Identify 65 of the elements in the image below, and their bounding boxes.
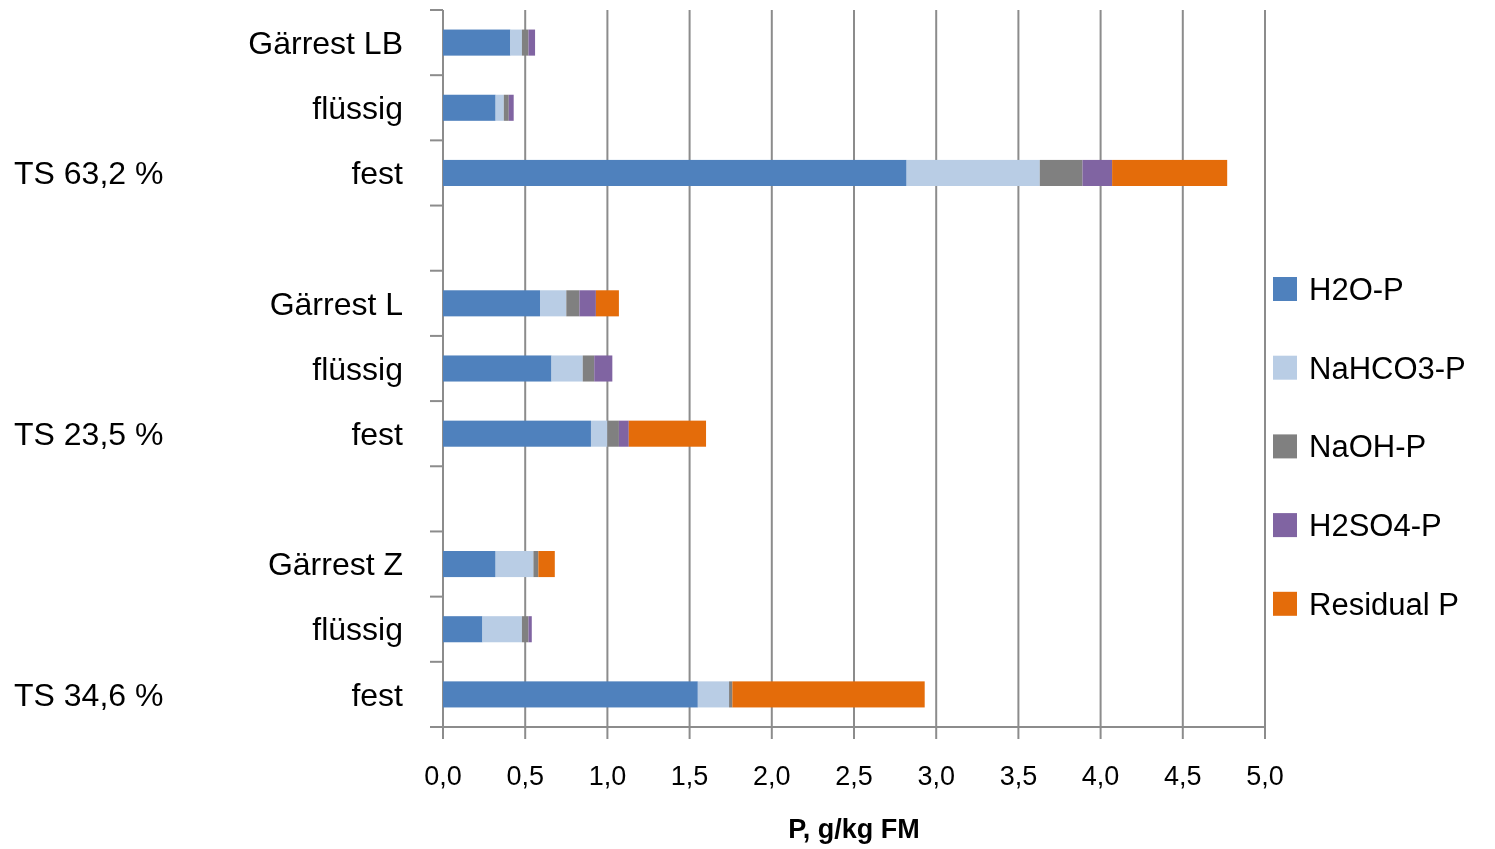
bar	[538, 551, 555, 578]
y-tick-label: flüssig	[312, 350, 403, 387]
x-tick-label: 4,0	[1081, 761, 1120, 791]
x-tick-label: 1,5	[670, 761, 709, 791]
y-tick-label: flüssig	[312, 89, 403, 126]
bar	[443, 355, 552, 382]
bar	[906, 159, 1040, 186]
y-tick-label: fest	[351, 155, 404, 192]
legend-label: H2SO4-P	[1309, 507, 1442, 543]
legend-label: H2O-P	[1309, 271, 1404, 307]
text: TS 34,6 %	[14, 676, 164, 713]
bar	[729, 681, 733, 708]
bar	[443, 29, 511, 56]
bar	[566, 290, 580, 317]
bar	[595, 290, 619, 317]
bar	[1039, 159, 1083, 186]
y-tick-label: Gärrest Z	[267, 546, 403, 583]
bar	[732, 681, 925, 708]
bar	[443, 616, 483, 643]
bar	[551, 355, 583, 382]
bar	[508, 94, 514, 121]
bar	[1112, 159, 1228, 186]
x-tick-label: 2,0	[753, 761, 791, 791]
y-tick-label: flüssig	[312, 611, 403, 648]
bar	[443, 551, 496, 578]
x-tick-label: 0,0	[424, 761, 462, 791]
bar	[510, 29, 522, 56]
y-tick-label: Gärrest L	[269, 285, 403, 322]
x-tick-label: 1,0	[588, 761, 627, 791]
bar	[540, 290, 567, 317]
bar	[443, 94, 496, 121]
x-tick-label: 3,5	[999, 761, 1038, 791]
bar	[582, 355, 595, 382]
x-tick-label: 2,5	[835, 761, 873, 791]
x-axis-title: P, g/kg FM	[788, 814, 920, 844]
x-tick-label: 4,5	[1164, 761, 1202, 791]
bar	[503, 94, 509, 121]
bar	[443, 681, 698, 708]
bar	[618, 420, 629, 447]
bar	[1082, 159, 1113, 186]
bar	[495, 94, 504, 121]
bar	[590, 420, 608, 447]
x-tick-label: 0,5	[506, 761, 544, 791]
y-tick-label: fest	[351, 676, 404, 713]
x-tick-label: 3,0	[917, 761, 955, 791]
x-tick-label: 5,0	[1246, 761, 1284, 791]
bar	[528, 616, 532, 643]
bar	[594, 355, 613, 382]
legend-label: Residual P	[1309, 586, 1459, 622]
bar	[443, 420, 591, 447]
text: TS 63,2 %	[14, 155, 164, 192]
y-tick-label: Gärrest LB	[248, 24, 403, 61]
bar	[533, 551, 539, 578]
legend-label: NaOH-P	[1309, 429, 1427, 465]
bar	[443, 290, 540, 317]
text: TS 23,5 %	[14, 415, 164, 452]
bar	[528, 29, 536, 56]
legend-label: NaHCO3-P	[1309, 350, 1466, 386]
bar	[443, 159, 907, 186]
y-tick-label: fest	[351, 415, 404, 452]
bar	[697, 681, 730, 708]
bar	[495, 551, 534, 578]
bar	[579, 290, 596, 317]
bar	[482, 616, 522, 643]
bar	[628, 420, 707, 447]
